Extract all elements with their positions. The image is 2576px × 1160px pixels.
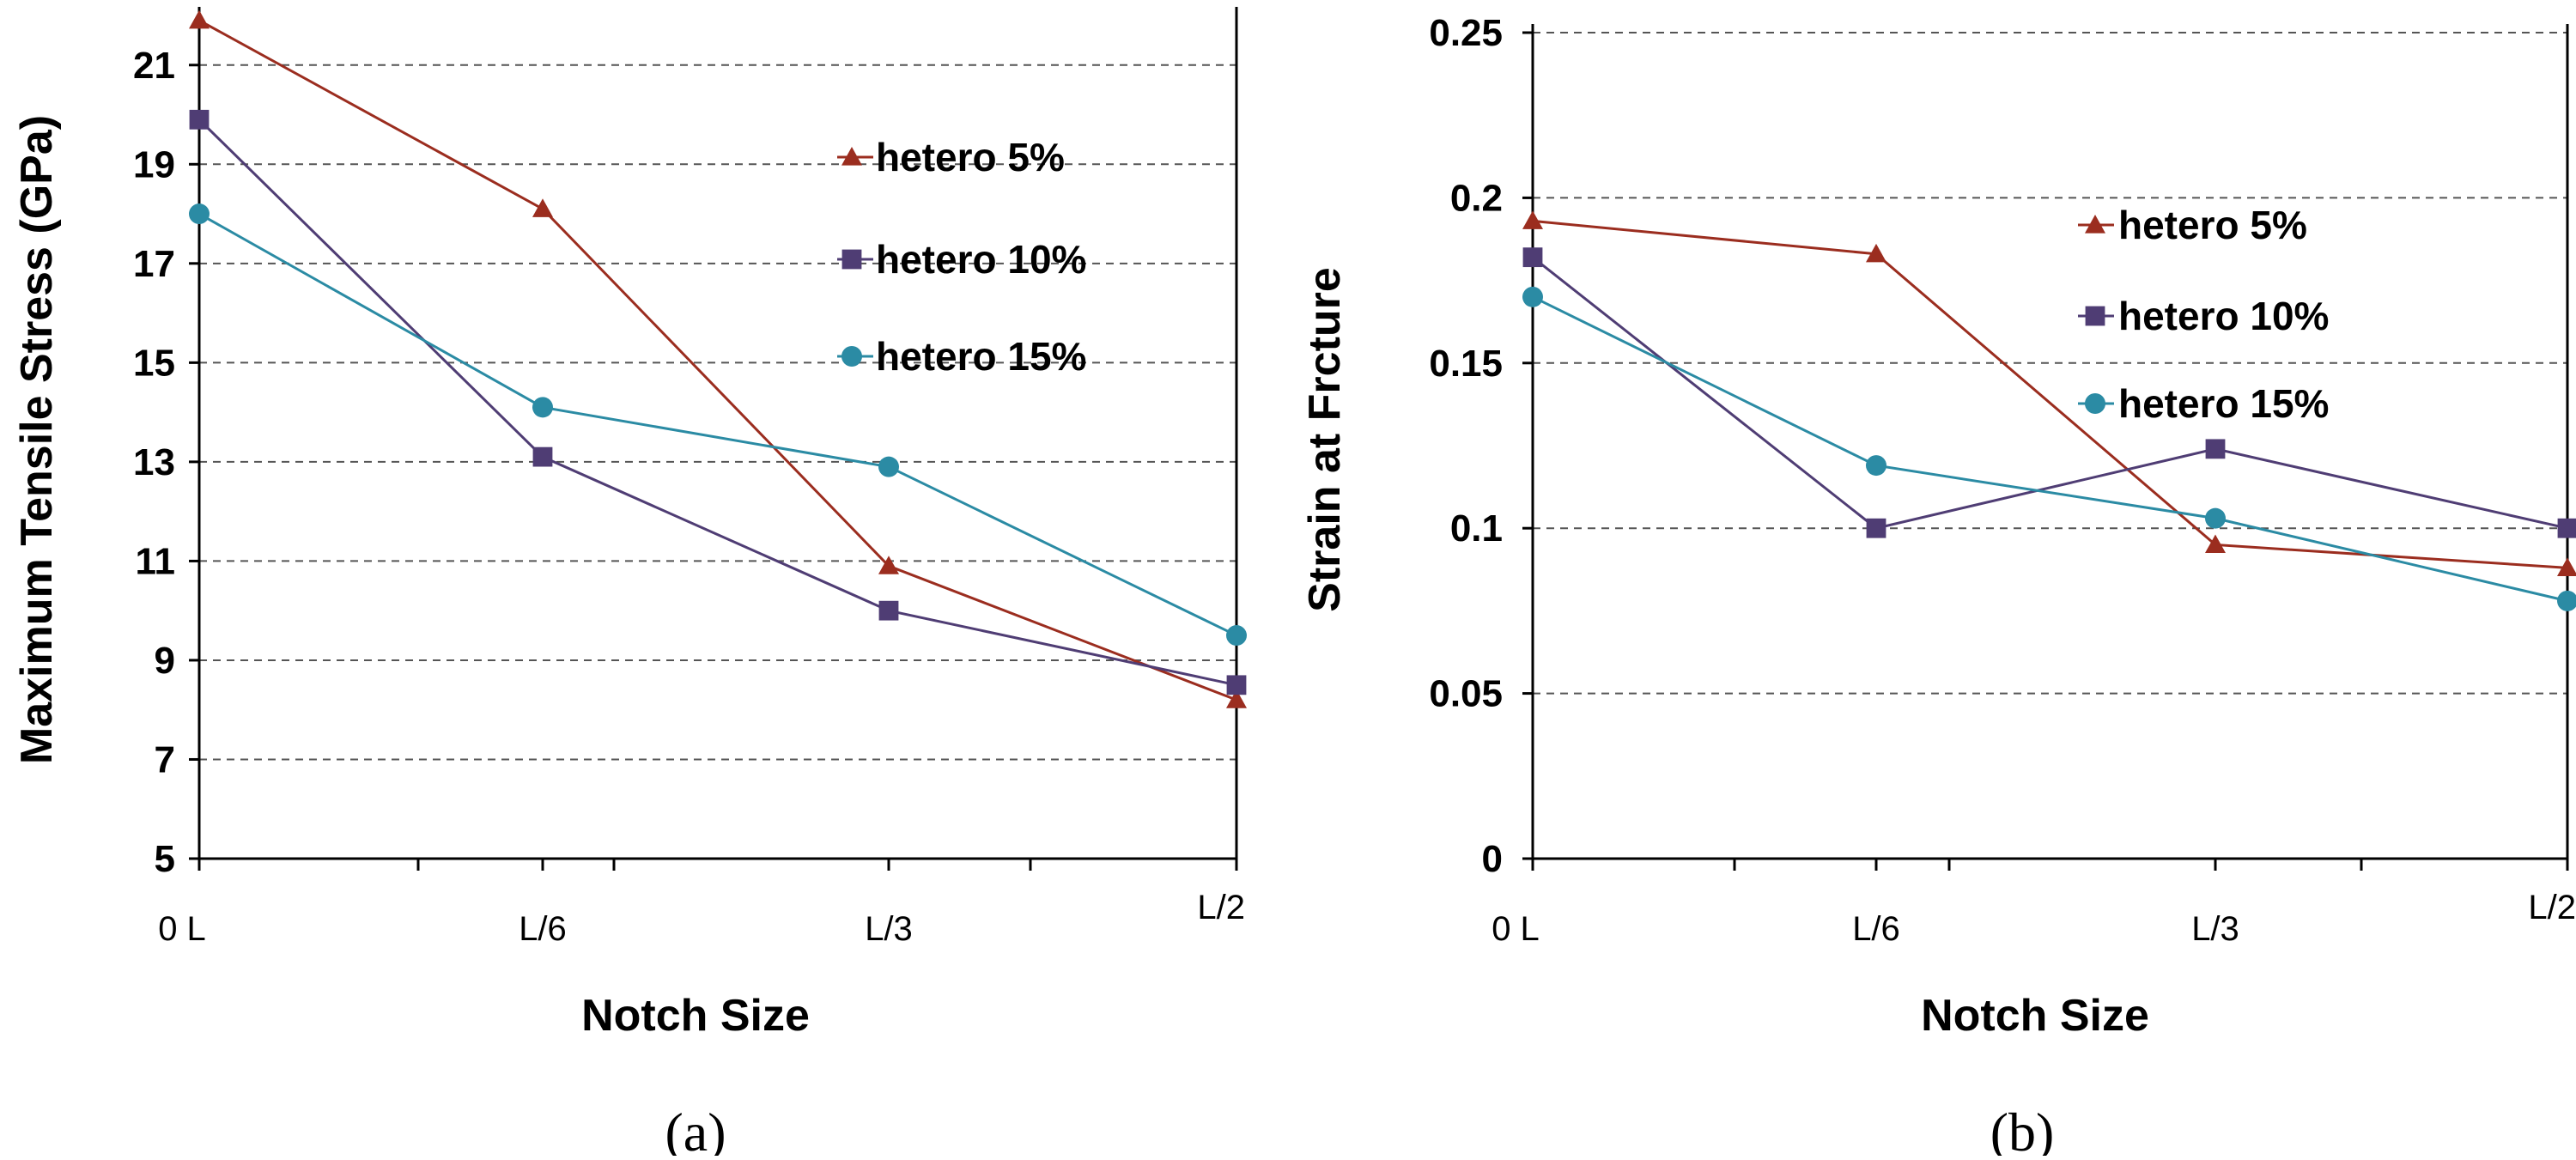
data-point [1522, 286, 1543, 307]
y-tick-label: 19 [133, 143, 175, 185]
data-point [2205, 439, 2226, 459]
x-tick-label: L/3 [865, 910, 913, 948]
y-tick-label: 5 [155, 838, 175, 880]
y-tick-label: 0.1 [1450, 507, 1503, 550]
series-line [1532, 256, 2568, 530]
data-point [2205, 507, 2226, 529]
data-point [2557, 590, 2576, 611]
series-line [198, 212, 1237, 637]
y-axis-title: Maximum Tensile Stress (GPa) [12, 115, 62, 764]
data-point [532, 198, 553, 217]
legend-marker [841, 147, 862, 166]
x-tick-label: L/2 [2528, 889, 2576, 926]
x-axis-title: Notch Size [581, 991, 810, 1041]
y-tick-label: 15 [133, 342, 175, 384]
y-tick-label: 7 [155, 738, 175, 780]
y-tick-label: 17 [133, 243, 175, 285]
data-point [189, 9, 210, 29]
x-tick-label: 0 L [158, 910, 206, 948]
panel-caption: (a) [665, 1102, 726, 1156]
data-point [1866, 518, 1886, 538]
data-point [1522, 247, 1543, 268]
x-tick-label: L/3 [2191, 910, 2239, 948]
data-point [1866, 455, 1886, 477]
x-tick-label: L/2 [1197, 889, 1245, 926]
x-tick-label: L/6 [519, 910, 567, 948]
y-tick-label: 0.05 [1429, 673, 1503, 715]
y-tick-label: 13 [133, 441, 175, 483]
series-line [1532, 219, 2568, 569]
y-tick-label: 21 [133, 45, 175, 87]
legend-label: hetero 15% [876, 334, 1086, 379]
data-point [189, 109, 210, 130]
y-tick-label: 9 [155, 640, 175, 682]
data-point [878, 456, 899, 477]
data-point [1226, 689, 1247, 708]
legend-label: hetero 15% [2118, 381, 2329, 426]
data-point [2557, 518, 2576, 538]
y-tick-label: 0.15 [1429, 343, 1503, 385]
x-axis-title: Notch Size [1921, 991, 2149, 1041]
x-tick-label: L/6 [1852, 910, 1900, 948]
data-point [878, 556, 899, 574]
legend-marker [841, 346, 862, 367]
legend-marker [2085, 215, 2105, 234]
series-line [197, 118, 1237, 687]
y-tick-label: 0.2 [1450, 177, 1503, 219]
y-axis-title: Strain at Frcture [1300, 267, 1350, 612]
data-point [2205, 534, 2226, 554]
panel-b: 0 0.05 0.1 0.15 0.2 0.25 0 L L/6 L/3 L/2 Notch Siz… [1300, 12, 2576, 1160]
legend-label: hetero 5% [876, 135, 1065, 179]
series-line [198, 19, 1237, 701]
data-point [532, 397, 553, 418]
legend-label: hetero 5% [2118, 203, 2307, 247]
data-point [1522, 210, 1543, 229]
y-tick-label: 11 [135, 540, 175, 582]
legend-marker [2085, 393, 2105, 414]
series-line [1532, 295, 2568, 603]
x-tick-label: 0 L [1492, 910, 1540, 948]
y-tick-label: 0.25 [1429, 12, 1503, 54]
data-point [532, 446, 553, 467]
legend-marker [2085, 306, 2105, 326]
panel-a: 5 7 9 11 13 15 17 19 21 0 L L/6 L/3 L/2 Notch Size Max… [12, 7, 1247, 1160]
legend-label: hetero 10% [2118, 294, 2329, 338]
data-point [1226, 675, 1247, 695]
data-point [878, 600, 899, 621]
data-point [2557, 557, 2576, 576]
data-point [1866, 243, 1886, 263]
y-tick-label: 0 [1482, 838, 1503, 880]
legend-marker [841, 249, 862, 270]
legend-label: hetero 10% [876, 237, 1086, 282]
data-point [189, 203, 210, 225]
panel-caption: (b) [1990, 1102, 2055, 1156]
data-point [1226, 625, 1247, 647]
